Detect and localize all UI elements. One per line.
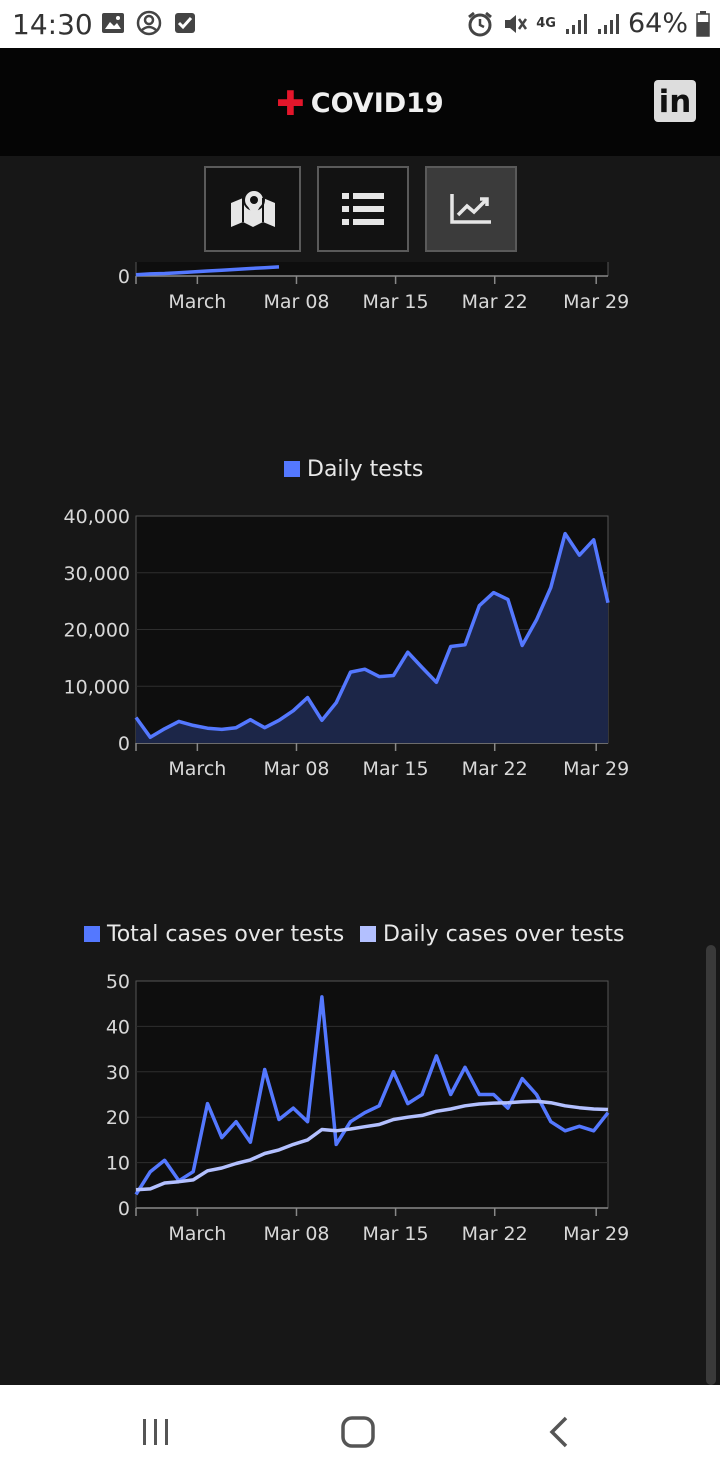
x-tick-label: Mar 08 — [263, 1223, 329, 1245]
x-tick-label: Mar 29 — [563, 1223, 629, 1245]
status-bar: 14:30 4G 64% — [0, 0, 720, 48]
y-tick-label: 0 — [118, 733, 130, 755]
legend-daily-tests[interactable]: Daily tests — [284, 457, 423, 482]
chart-cases-over-tests: 0 10 20 30 40 50 March Mar 08 Mar 15 Mar 22 Mar 29 — [0, 965, 720, 1255]
x-tick-label: March — [168, 291, 226, 313]
x-tick-label: March — [168, 1223, 226, 1245]
chart-daily-tests: 0 10,000 20,000 30,000 40,000 March Mar 08 Mar … — [0, 500, 720, 790]
y-tick-label: 0 — [118, 1198, 130, 1220]
status-time: 14:30 — [12, 8, 93, 41]
y-tick-label: 20 — [106, 1107, 130, 1129]
app-bar: ✚ COVID19 — [0, 48, 720, 156]
list-view-button[interactable] — [317, 166, 409, 252]
red-cross-icon: ✚ — [276, 84, 305, 124]
chart-icon — [450, 194, 491, 224]
x-tick-label: Mar 22 — [462, 291, 528, 313]
legend-label: Total cases over tests — [107, 922, 345, 947]
back-icon[interactable] — [546, 1415, 572, 1449]
y-tick-label: 40 — [106, 1016, 130, 1038]
account-circle-icon — [136, 10, 162, 36]
legend-label: Daily tests — [307, 457, 424, 482]
home-icon[interactable] — [340, 1415, 376, 1449]
x-tick-label: Mar 15 — [363, 291, 429, 313]
signal-icon — [565, 13, 587, 34]
y-tick-label: 50 — [106, 971, 130, 993]
y-tick-label: 40,000 — [64, 506, 130, 528]
status-right: 4G 64% — [466, 8, 710, 39]
alarm-icon — [468, 11, 493, 36]
signal-icon — [597, 13, 619, 34]
y-tick-label: 10,000 — [64, 676, 130, 698]
series-area — [136, 533, 608, 743]
x-tick-label: Mar 15 — [363, 1223, 429, 1245]
legend-swatch — [360, 926, 376, 942]
x-tick-label: Mar 08 — [263, 291, 329, 313]
network-type: 4G — [536, 16, 556, 31]
recent-apps-icon[interactable] — [140, 1417, 172, 1447]
map-view-button[interactable] — [204, 166, 301, 252]
scrollbar[interactable] — [706, 945, 716, 1385]
battery-percent: 64% — [627, 8, 688, 39]
plot-area — [136, 262, 608, 276]
y-tick-label: 30,000 — [64, 563, 130, 585]
x-tick-label: Mar 29 — [563, 758, 629, 780]
x-tick-label: March — [168, 758, 226, 780]
x-tick-label: Mar 08 — [263, 758, 329, 780]
series-line — [134, 995, 610, 1196]
system-nav-bar — [0, 1385, 720, 1480]
chart-view-button[interactable] — [425, 166, 517, 252]
map-icon — [230, 189, 275, 227]
status-left-icons — [100, 10, 198, 36]
image-icon — [102, 13, 124, 33]
y-tick-label: 30 — [106, 1062, 130, 1084]
chart-cases-over-tests-svg: 0 10 20 30 40 50 March Mar 08 Mar 15 Mar 22 Mar 29 — [106, 971, 629, 1245]
chart-daily-tests-svg: 0 10,000 20,000 30,000 40,000 March Mar 08 Mar … — [64, 506, 630, 780]
legend-swatch — [284, 461, 300, 477]
app-title-text: COVID19 — [310, 88, 444, 119]
checkbox-icon — [175, 13, 195, 33]
y-tick-label: 0 — [118, 266, 130, 288]
y-tick-label: 10 — [106, 1153, 130, 1175]
series-line — [134, 531, 610, 740]
mute-icon — [505, 14, 528, 33]
y-tick-label: 20,000 — [64, 620, 130, 642]
x-tick-label: Mar 15 — [363, 758, 429, 780]
legend-swatch — [84, 926, 100, 942]
list-icon — [342, 193, 384, 225]
linkedin-icon[interactable]: in — [654, 80, 696, 122]
legend-label: Daily cases over tests — [383, 922, 625, 947]
x-tick-label: Mar 29 — [563, 291, 629, 313]
x-tick-label: Mar 22 — [462, 1223, 528, 1245]
chart-cumulative-svg: 0 March Mar 08 Mar 15 Mar 22 Mar 29 — [118, 262, 629, 313]
series-line — [135, 265, 280, 277]
x-tick-label: Mar 22 — [462, 758, 528, 780]
app-title[interactable]: ✚ COVID19 — [0, 84, 720, 124]
series-line — [135, 1099, 609, 1192]
chart-cumulative-partial: 0 March Mar 08 Mar 15 Mar 22 Mar 29 — [0, 262, 720, 322]
legend-daily-cases-over-tests[interactable]: Daily cases over tests — [360, 922, 624, 947]
battery-icon — [696, 10, 710, 37]
legend-total-cases-over-tests[interactable]: Total cases over tests — [84, 922, 344, 947]
